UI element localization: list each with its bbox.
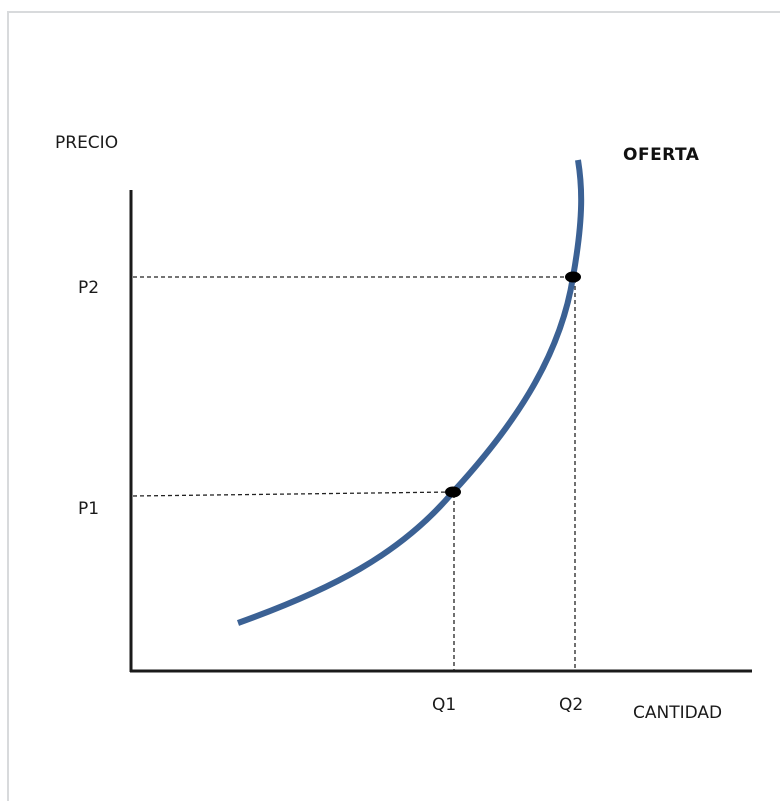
equilibrium-point-2 <box>565 271 581 283</box>
supply-curve <box>236 159 585 626</box>
y-axis-label: PRECIO <box>55 133 118 153</box>
price-label-p2: P2 <box>78 278 99 298</box>
figure-frame <box>7 11 780 801</box>
quantity-label-q1: Q1 <box>432 695 456 715</box>
p1-guide-line <box>132 491 453 497</box>
curve-label: OFERTA <box>623 145 700 165</box>
supply-curve-diagram: PRECIO OFERTA P2 P1 Q1 Q2 CANTIDAD <box>55 133 752 723</box>
equilibrium-point-1 <box>445 486 461 498</box>
x-axis-label: CANTIDAD <box>633 703 722 723</box>
quantity-label-q2: Q2 <box>559 695 583 715</box>
price-label-p1: P1 <box>78 499 99 519</box>
